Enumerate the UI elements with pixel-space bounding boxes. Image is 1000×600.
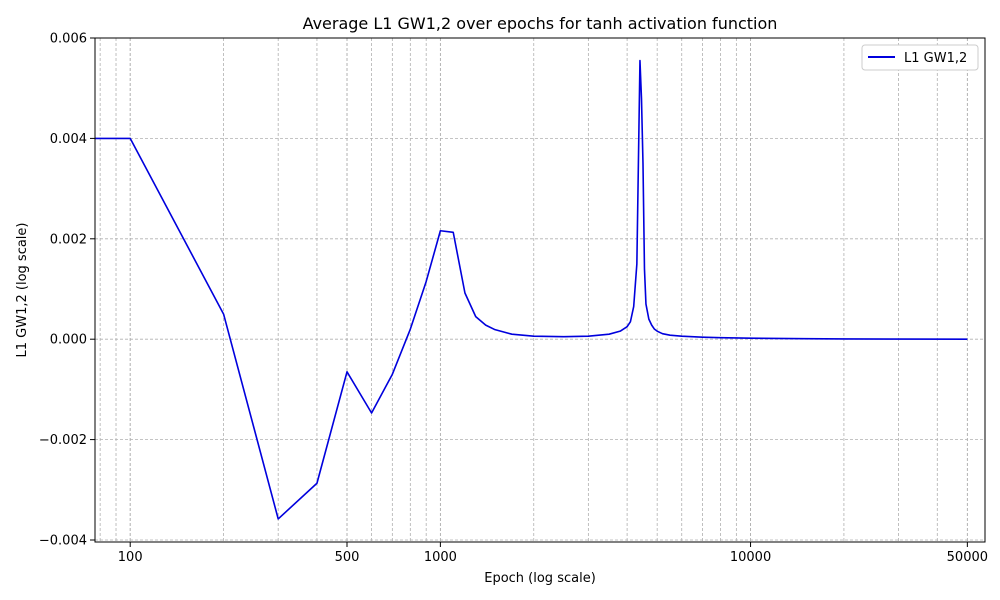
chart-title: Average L1 GW1,2 over epochs for tanh ac…	[303, 14, 778, 33]
plot-frame	[94, 37, 986, 543]
x-tick-label: 1000	[424, 550, 457, 565]
x-tick-label: 500	[335, 550, 360, 565]
y-tick-label: −0.004	[39, 533, 87, 548]
x-tick-label: 50000	[947, 550, 988, 565]
y-axis-ticks: −0.004 −0.002 0.000 0.002 0.004 0.006	[39, 32, 95, 548]
y-tick-label: 0.000	[50, 333, 87, 348]
legend-box	[861, 44, 979, 71]
legend-entry-label: L1 GW1,2	[904, 51, 967, 66]
y-tick-label: 0.006	[50, 32, 87, 47]
x-axis-ticks: 100 500 1000 10000 50000	[118, 542, 988, 565]
y-tick-label: 0.004	[50, 132, 87, 147]
y-tick-label: −0.002	[39, 433, 87, 448]
plot-lines	[95, 59, 968, 520]
x-tick-label: 100	[118, 550, 143, 565]
y-axis-label: L1 GW1,2 (log scale)	[15, 223, 30, 358]
series-line-0	[95, 59, 968, 520]
x-tick-label: 10000	[730, 550, 771, 565]
x-axis-label: Epoch (log scale)	[484, 571, 596, 586]
y-tick-label: 0.002	[50, 232, 87, 247]
legend: L1 GW1,2	[861, 44, 979, 71]
